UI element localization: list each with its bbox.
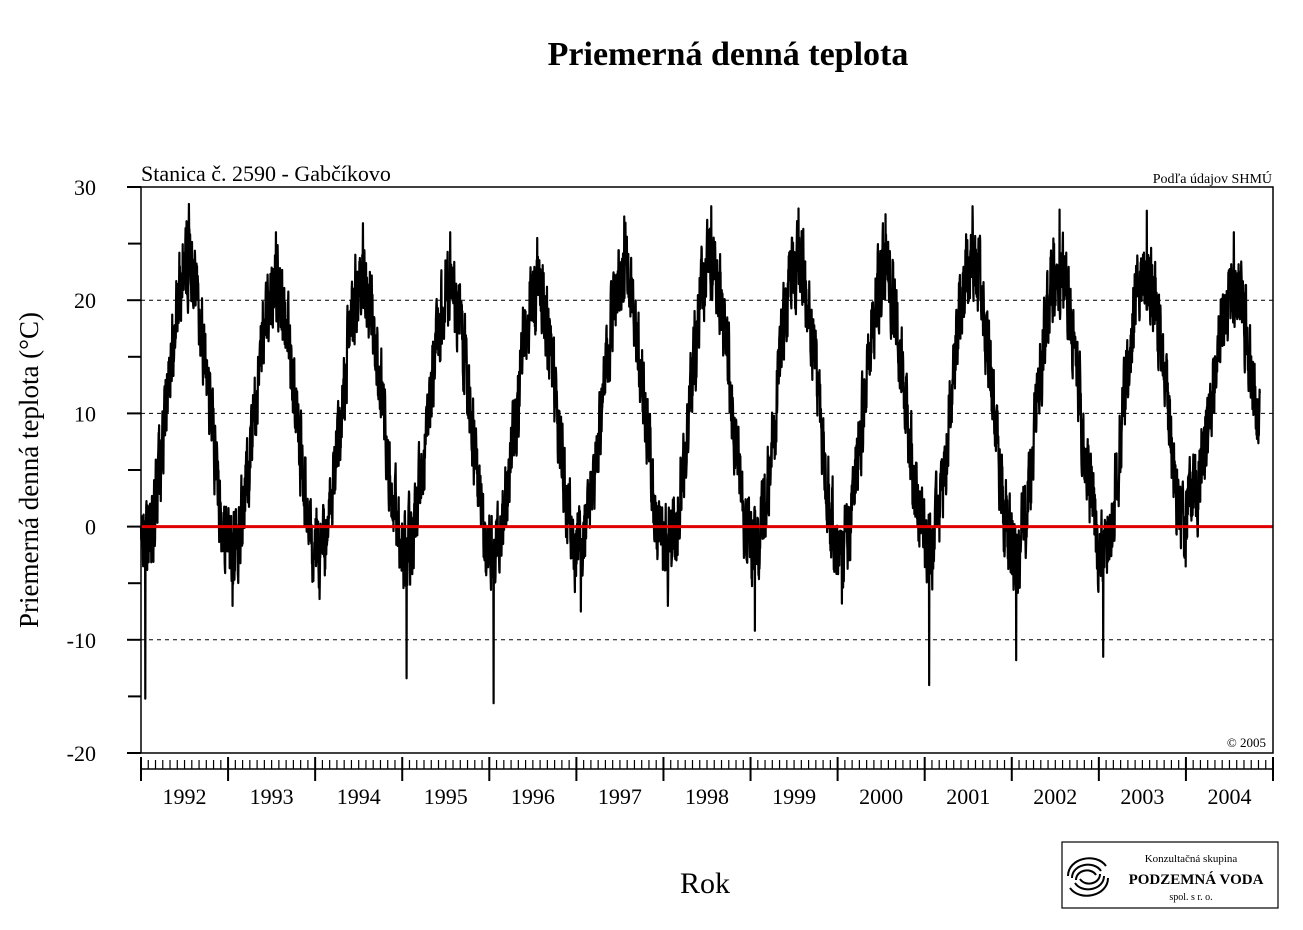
y-tick-label: 10 bbox=[74, 401, 96, 426]
y-tick-label: -10 bbox=[67, 628, 96, 653]
x-tick-label: 1999 bbox=[772, 784, 816, 809]
logo-line2: PODZEMNÁ VODA bbox=[1129, 871, 1264, 888]
x-tick-label: 2002 bbox=[1033, 784, 1077, 809]
x-tick-label: 1998 bbox=[685, 784, 729, 809]
source-label: Podľa údajov SHMÚ bbox=[1153, 170, 1272, 187]
x-tick-label: 2000 bbox=[859, 784, 903, 809]
y-tick-label: 30 bbox=[74, 175, 96, 200]
x-tick-label: 2001 bbox=[946, 784, 990, 809]
x-tick-label: 1994 bbox=[337, 784, 381, 809]
logo-frame bbox=[1061, 841, 1279, 909]
x-axis-title: Rok bbox=[680, 867, 730, 900]
y-axis: 30 20 10 0 -10 -20 bbox=[67, 175, 141, 766]
x-tick-label: 1992 bbox=[163, 784, 207, 809]
y-tick-label: 0 bbox=[85, 515, 96, 540]
x-tick-label: 1995 bbox=[424, 784, 468, 809]
x-tick-label: 1996 bbox=[511, 784, 555, 809]
logo-mark-icon bbox=[1067, 857, 1109, 897]
y-tick-label: 20 bbox=[74, 288, 96, 313]
temperature-series bbox=[139, 202, 1261, 705]
x-tick-label: 1997 bbox=[598, 784, 642, 809]
station-label: Stanica č. 2590 - Gabčíkovo bbox=[141, 161, 391, 186]
y-axis-title: Priemerná denná teplota (°C) bbox=[14, 312, 44, 628]
chart-title: Priemerná denná teplota bbox=[548, 36, 909, 73]
x-tick-label: 2003 bbox=[1120, 784, 1164, 809]
y-tick-label: -20 bbox=[67, 741, 96, 766]
series-line bbox=[139, 202, 1261, 705]
copyright-label: © 2005 bbox=[1227, 735, 1266, 750]
x-axis: 1992 1993 1994 1995 1996 1997 1998 1999 2000 2001… bbox=[140, 757, 1274, 809]
logo-line3: spol. s r. o. bbox=[1169, 892, 1212, 903]
company-logo: Konzultačná skupina PODZEMNÁ VODA spol. … bbox=[1061, 841, 1279, 909]
x-tick-label: 1993 bbox=[250, 784, 294, 809]
x-tick-label: 2004 bbox=[1207, 784, 1251, 809]
logo-line1: Konzultačná skupina bbox=[1145, 853, 1238, 865]
